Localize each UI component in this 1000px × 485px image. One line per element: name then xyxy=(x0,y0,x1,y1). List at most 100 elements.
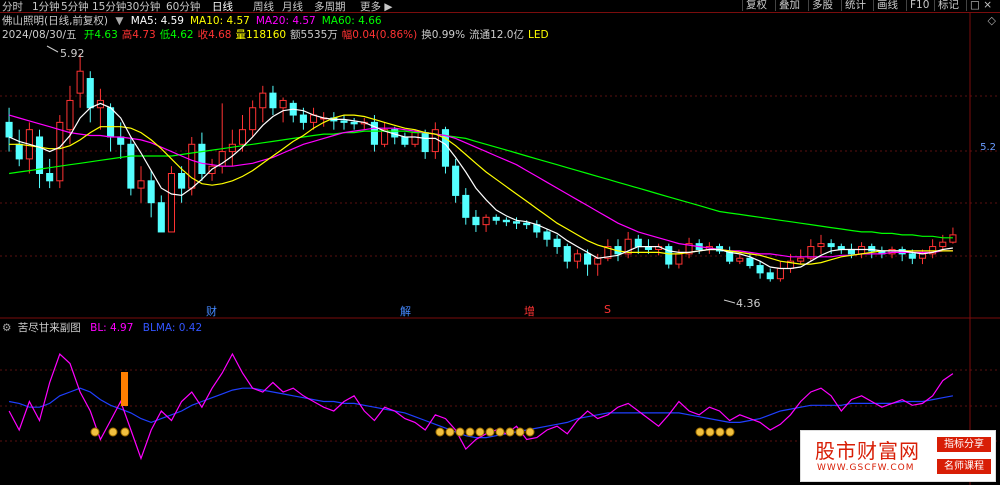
candle-body-18 xyxy=(188,143,196,189)
watermark-title: 股市财富网 xyxy=(815,439,920,463)
period-tab-6[interactable]: 日线 xyxy=(212,1,233,13)
candle-body-37 xyxy=(381,129,389,145)
candle-body-74 xyxy=(756,265,764,274)
toolbar-separator xyxy=(0,12,1000,13)
candle-body-66 xyxy=(675,253,683,265)
event-marker-3[interactable]: S xyxy=(604,303,611,316)
coin-signal-icon-8 xyxy=(485,427,495,437)
candle-body-23 xyxy=(238,129,247,145)
ma10-line xyxy=(9,114,953,265)
candle-body-55 xyxy=(563,246,571,262)
candle-body-1 xyxy=(15,143,23,160)
quote-item-4: 量118160 xyxy=(235,29,287,41)
period-tab-2[interactable]: 5分钟 xyxy=(61,1,89,13)
quote-item-8: 流通12.0亿 xyxy=(469,29,524,41)
period-tab-3[interactable]: 15分钟 xyxy=(92,1,127,13)
period-tab-0[interactable]: 分时 xyxy=(2,1,23,13)
event-marker-2[interactable]: 增 xyxy=(524,305,535,318)
candle-body-49 xyxy=(502,219,510,223)
candle-body-73 xyxy=(746,257,754,267)
quote-date: 2024/08/30/五 xyxy=(2,29,77,41)
candle-body-11 xyxy=(117,136,125,145)
quote-item-9: LED xyxy=(527,29,549,41)
event-marker-1[interactable]: 解 xyxy=(400,305,411,318)
candle-body-16 xyxy=(167,173,176,233)
price-right-label: 5.2 xyxy=(980,142,996,153)
quote-item-0: 开4.63 xyxy=(83,29,118,41)
collapse-icon[interactable]: ▼ xyxy=(115,15,124,27)
candle-body-76 xyxy=(776,267,784,280)
toolbar-button-0[interactable]: 复权 xyxy=(742,0,767,11)
toolbar-button-2[interactable]: 多股 xyxy=(808,0,833,11)
candle-body-39 xyxy=(401,136,409,145)
ma20-line xyxy=(8,114,953,258)
coin-signal-icon-14 xyxy=(705,427,715,437)
high-price-label: 5.92 xyxy=(60,47,85,60)
candle-body-17 xyxy=(178,173,186,189)
candle-body-81 xyxy=(827,243,835,248)
watermark-url: WWW.GSCFW.COM xyxy=(817,463,915,473)
period-tab-10[interactable]: 更多 ▶ xyxy=(360,1,393,13)
ma-label-0: MA5: 4.59 xyxy=(130,15,184,27)
candle-body-61 xyxy=(624,238,632,255)
quote-item-2: 低4.62 xyxy=(159,29,194,41)
candle-body-29 xyxy=(299,114,307,123)
bl-value: BL: 4.97 xyxy=(90,322,134,334)
toolbar-button-5[interactable]: F10 xyxy=(906,0,929,11)
candle-body-57 xyxy=(584,253,592,265)
coin-signal-icon-10 xyxy=(505,427,515,437)
period-tab-1[interactable]: 1分钟 xyxy=(32,1,60,13)
coin-signal-icon-1 xyxy=(108,427,118,437)
ma-label-2: MA20: 4.57 xyxy=(255,15,316,27)
period-toolbar: 分时 1分钟 5分钟 15分钟 30分钟 60分钟 日线 周线 月线 多周期 更多 ▶ 复权 叠加 多股统… xyxy=(0,0,1000,13)
candle-body-42 xyxy=(431,129,439,153)
candle-body-41 xyxy=(421,132,429,153)
toolbar-button-3[interactable]: 统计 xyxy=(841,0,866,11)
ma-label-3: MA60: 4.66 xyxy=(321,15,382,27)
candle-body-93 xyxy=(949,234,957,243)
period-tab-5[interactable]: 60分钟 xyxy=(166,1,201,13)
period-tab-9[interactable]: 多周期 xyxy=(314,1,346,13)
toolbar-button-6[interactable]: 标记 xyxy=(934,0,959,11)
coin-signal-icon-0 xyxy=(90,427,100,437)
candle-body-87 xyxy=(888,248,896,255)
candle-body-84 xyxy=(858,246,866,255)
period-tab-7[interactable]: 周线 xyxy=(253,1,274,13)
toolbar-button-1[interactable]: 叠加 xyxy=(775,0,800,11)
candle-body-83 xyxy=(847,248,855,255)
candle-body-92 xyxy=(939,241,947,248)
toolbar-button-4[interactable]: 画线 xyxy=(873,0,898,11)
subpanel-collapse-icon[interactable]: ⚙ xyxy=(2,322,12,334)
candle-body-25 xyxy=(259,92,267,109)
coin-signal-icon-4 xyxy=(445,427,455,437)
quote-line: 2024/08/30/五 开4.63 高4.73 低4.62 收4.68 量118160… xyxy=(2,27,553,42)
candle-body-89 xyxy=(908,253,916,259)
high-arrow-icon xyxy=(46,45,59,53)
candle-body-36 xyxy=(370,121,378,145)
candle-body-14 xyxy=(147,180,155,204)
ma60-line xyxy=(9,130,953,239)
candle-body-75 xyxy=(766,272,774,280)
candle-body-33 xyxy=(340,120,348,123)
coin-signal-icon-7 xyxy=(475,427,485,437)
ma-labels: MA5: 4.59 MA10: 4.57 MA20: 4.57 MA60: 4.66 xyxy=(131,15,388,27)
settings-diamond-icon[interactable]: ◇ xyxy=(987,14,996,27)
candle-body-50 xyxy=(512,221,521,224)
quote-item-6: 幅0.04(0.86%) xyxy=(341,29,418,41)
candle-body-45 xyxy=(462,194,470,218)
candle-body-13 xyxy=(137,180,145,189)
coin-signal-icon-11 xyxy=(515,427,525,437)
window-controls-icon[interactable]: □ × xyxy=(966,0,992,11)
period-tab-4[interactable]: 30分钟 xyxy=(126,1,161,13)
watermark-tag-course: 名师课程 xyxy=(937,459,991,474)
candle-body-4 xyxy=(46,173,54,182)
coin-signal-icon-16 xyxy=(725,427,735,437)
period-tab-8[interactable]: 月线 xyxy=(282,1,303,13)
quote-item-1: 高4.73 xyxy=(121,29,156,41)
event-marker-0[interactable]: 财 xyxy=(206,305,217,318)
candle-body-15 xyxy=(157,202,165,233)
low-arrow-icon xyxy=(723,299,736,304)
candle-body-85 xyxy=(868,246,876,252)
candle-body-40 xyxy=(411,132,419,145)
